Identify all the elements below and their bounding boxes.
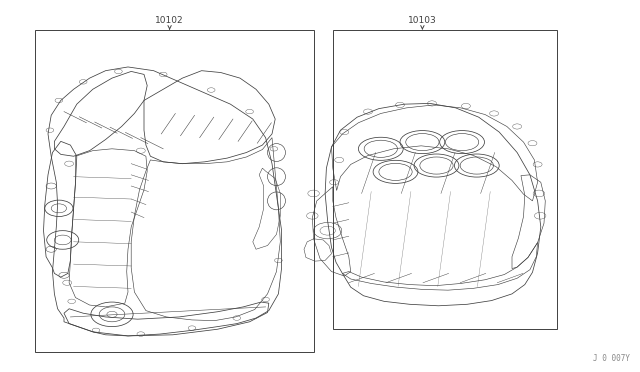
Text: 10103: 10103: [408, 16, 436, 25]
Text: 10102: 10102: [156, 16, 184, 25]
Text: J 0 007Y: J 0 007Y: [593, 354, 630, 363]
Bar: [35, 30, 314, 352]
Bar: [333, 30, 557, 329]
